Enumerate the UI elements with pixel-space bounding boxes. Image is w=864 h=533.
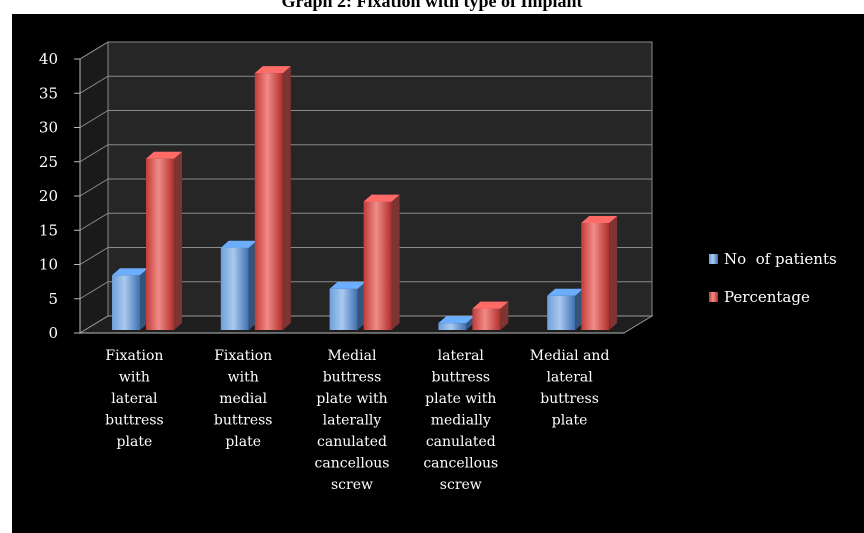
gridline xyxy=(79,281,652,300)
y-tick-label: 40 xyxy=(39,50,58,68)
bar-front xyxy=(112,275,140,330)
bar-no-of-patients xyxy=(547,288,584,330)
bar-top xyxy=(363,194,400,202)
legend-swatch-no-of-patients xyxy=(709,254,718,264)
bar-percentage xyxy=(363,194,400,330)
category-label-line: buttress xyxy=(323,370,382,386)
category-label-line: plate xyxy=(552,413,588,429)
bar-front xyxy=(254,73,283,330)
bar-no-of-patients xyxy=(220,240,257,330)
y-tick-label: 15 xyxy=(39,221,58,239)
category-label: lateral buttress plate with medially canulat… xyxy=(423,348,498,493)
x-axis-category-labels: Fixation with lateral buttress plateFixation… xyxy=(105,348,609,493)
category-label-line: lateral xyxy=(438,348,485,364)
category-label-line: lateral xyxy=(546,370,593,386)
category-label-line: buttress xyxy=(432,370,491,386)
category-label-line: plate xyxy=(117,434,153,450)
legend-label-percentage: Percentage xyxy=(724,288,810,306)
category-label-line: buttress xyxy=(105,413,164,429)
bar-top xyxy=(329,281,366,289)
y-axis-tick-labels: 0 5 10 15 20 25 30 35 40 xyxy=(39,50,624,342)
gridline xyxy=(79,41,652,60)
y-tick-label: 25 xyxy=(39,153,58,171)
category-label-line: medial xyxy=(219,391,267,407)
category-label-line: cancellous xyxy=(423,456,498,472)
y-tick-label: 10 xyxy=(39,256,58,274)
y-tick-label: 0 xyxy=(48,324,58,342)
bar-top xyxy=(581,215,618,223)
bar-side xyxy=(609,215,618,330)
category-label-line: Medial xyxy=(328,348,377,364)
category-label-line: Medial and xyxy=(530,348,610,364)
category-label-line: buttress xyxy=(540,391,599,407)
legend-swatch-percentage xyxy=(709,292,718,302)
bar-top xyxy=(112,268,148,276)
bar-no-of-patients xyxy=(329,281,366,330)
y-tick-label: 35 xyxy=(39,84,58,102)
category-label-line: screw xyxy=(440,477,482,493)
category-label-line: plate with xyxy=(316,391,387,407)
bar-percentage xyxy=(581,215,618,330)
bar-chart: 0 5 10 15 20 25 30 35 40 Fixation with lateral butt… xyxy=(39,41,837,493)
gridline xyxy=(79,75,652,94)
category-label-line: canulated xyxy=(317,434,387,450)
bar-front xyxy=(220,247,249,330)
category-label: Medial buttress plate with laterally canulat… xyxy=(315,348,390,493)
bar-front xyxy=(363,201,392,330)
bar-front xyxy=(581,222,610,330)
legend-label-no-of-patients: No of patients xyxy=(724,250,837,268)
y-tick-label: 5 xyxy=(48,290,58,308)
category-label: Fixation with medial buttress plate xyxy=(214,348,273,450)
bar-front xyxy=(146,158,174,330)
category-label-line: canulated xyxy=(426,434,496,450)
gridline xyxy=(79,144,652,163)
bar-top xyxy=(472,301,509,309)
category-label-line: cancellous xyxy=(315,456,390,472)
category-label: Medial and lateral buttress plate xyxy=(530,348,610,429)
category-label-line: plate xyxy=(225,434,261,450)
y-tick-label: 30 xyxy=(39,119,58,137)
bar-front xyxy=(329,288,358,330)
bar-top xyxy=(547,288,584,296)
chart-frame: 0 5 10 15 20 25 30 35 40 Fixation with lateral butt… xyxy=(12,14,864,533)
bar-side xyxy=(282,66,291,330)
bar-side xyxy=(391,194,400,330)
bar-top xyxy=(438,316,475,324)
gridlines xyxy=(79,41,652,300)
bar-top xyxy=(254,66,291,74)
bar-side xyxy=(174,151,182,330)
gridline xyxy=(79,178,652,197)
chart-title: Graph 2: Fixation with type of Implant xyxy=(281,0,583,11)
category-label-line: with xyxy=(228,370,259,386)
bar-front xyxy=(472,308,501,330)
bars xyxy=(112,66,618,330)
bar-percentage xyxy=(146,151,182,330)
y-tick-label: 20 xyxy=(39,187,58,205)
gridline xyxy=(79,247,652,265)
category-label-line: Fixation xyxy=(105,348,163,364)
bar-side xyxy=(248,240,257,330)
bar-top xyxy=(146,151,182,159)
bar-no-of-patients xyxy=(112,268,148,330)
category-label-line: with xyxy=(119,370,150,386)
gridline xyxy=(79,110,652,128)
bar-side xyxy=(500,301,509,330)
category-label-line: Fixation xyxy=(214,348,272,364)
category-label-line: buttress xyxy=(214,413,273,429)
category-label-line: lateral xyxy=(111,391,158,407)
category-label-line: screw xyxy=(331,477,373,493)
bar-top xyxy=(220,240,257,248)
bar-front xyxy=(438,323,467,330)
bar-percentage xyxy=(472,301,509,330)
category-label-line: plate with xyxy=(425,391,496,407)
legend: No of patients Percentage xyxy=(709,250,837,306)
bar-front xyxy=(547,295,576,330)
category-label-line: medially xyxy=(431,413,491,429)
bar-percentage xyxy=(254,66,291,330)
gridline xyxy=(79,212,652,231)
category-label: Fixation with lateral buttress plate xyxy=(105,348,164,450)
category-label-line: laterally xyxy=(323,413,382,429)
